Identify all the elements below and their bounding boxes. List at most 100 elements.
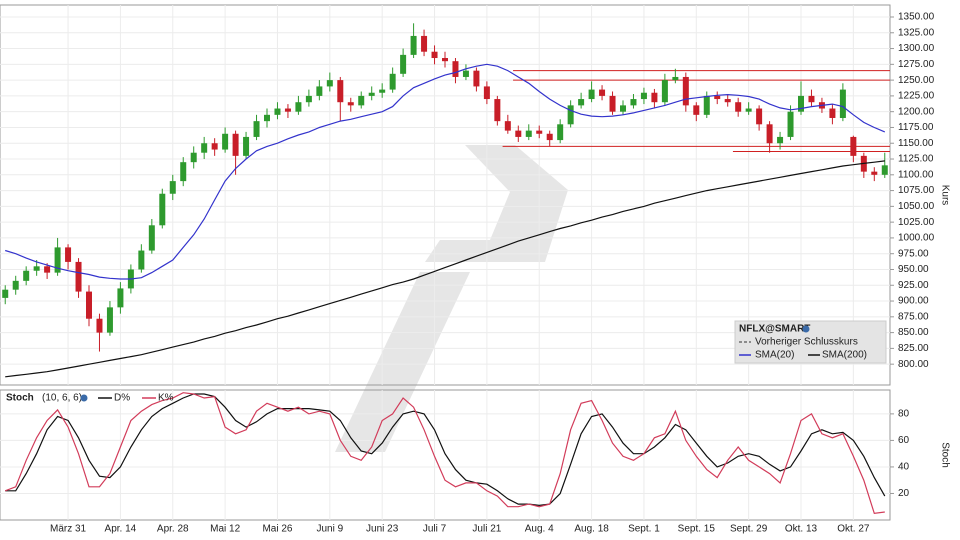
legend-label: D% — [114, 393, 130, 404]
line-series — [4, 392, 885, 515]
candle-body — [599, 89, 606, 96]
candle-body — [117, 288, 124, 308]
candle-body — [651, 92, 658, 103]
candle-body — [494, 99, 501, 122]
candle-body — [588, 89, 595, 100]
candle-body — [452, 61, 459, 77]
x-tick-label: Apr. 28 — [157, 524, 189, 535]
candle-body — [138, 250, 145, 270]
x-tick-label: Sept. 15 — [678, 524, 716, 535]
y-axis-label: Kurs — [939, 185, 950, 206]
candle-body — [222, 133, 229, 150]
candle-body — [578, 99, 585, 106]
candle-body — [180, 162, 187, 182]
y-tick-label: 800.00 — [898, 359, 929, 370]
candle-body — [536, 130, 543, 134]
candle-body — [190, 152, 197, 163]
candle-body — [724, 99, 731, 103]
line-series — [5, 63, 886, 280]
candle-body — [379, 89, 386, 93]
y-tick-label: 1300.00 — [898, 43, 935, 54]
candle-body — [473, 70, 480, 87]
candle-body — [421, 35, 428, 52]
candle-body — [431, 51, 438, 59]
line-series — [5, 160, 885, 378]
candle-body — [274, 108, 281, 115]
candle-body — [483, 86, 490, 100]
candle-body — [515, 130, 522, 137]
icon — [802, 325, 810, 333]
candle-body — [211, 143, 218, 150]
candle-body — [400, 54, 407, 74]
y-tick-label: 1250.00 — [898, 75, 935, 86]
y-tick-label: 1025.00 — [898, 217, 935, 228]
x-tick-label: März 31 — [50, 524, 87, 535]
legend-box — [734, 320, 887, 364]
y-tick-label: 80 — [898, 409, 910, 420]
marks — [2, 23, 890, 515]
candle-body — [714, 95, 721, 100]
candle-body — [808, 95, 815, 103]
candle-body — [661, 80, 668, 103]
candle-body — [881, 165, 888, 175]
candle-body — [766, 124, 773, 144]
y-tick-label: 1225.00 — [898, 91, 935, 102]
candle-body — [316, 86, 323, 96]
candle-body — [442, 58, 448, 62]
y-axis-label: Stoch — [939, 442, 950, 468]
line-series — [5, 393, 886, 507]
candle-body — [12, 280, 19, 290]
candle-body — [389, 73, 396, 90]
stoch-title: Stoch — [6, 393, 34, 404]
y-tick-label: 975.00 — [898, 248, 929, 259]
y-tick-label: 1100.00 — [898, 169, 934, 180]
candle-body — [609, 95, 616, 112]
candle-body — [284, 108, 291, 112]
y-tick-label: 1150.00 — [898, 138, 934, 149]
candle-body — [557, 124, 564, 141]
candle-body — [567, 105, 574, 125]
y-tick-label: 850.00 — [898, 327, 929, 338]
stoch-legend: Stoch (10, 6, 6) D% K% — [6, 393, 174, 404]
legend-label: K% — [158, 393, 174, 404]
candle-body — [159, 193, 166, 226]
y-tick-label: 825.00 — [898, 343, 929, 354]
candle-body — [337, 80, 344, 103]
candle-body — [253, 121, 260, 137]
y-tick-label: 60 — [898, 435, 910, 446]
candle-body — [410, 35, 417, 55]
x-tick-label: Okt. 13 — [785, 524, 818, 535]
y-tick-label: 950.00 — [898, 264, 929, 275]
legend-title: NFLX@SMART — [739, 324, 810, 335]
y-tick-label: 875.00 — [898, 311, 929, 322]
candle-body — [839, 89, 846, 118]
stoch-params: (10, 6, 6) — [42, 393, 82, 404]
candle-body — [462, 70, 469, 77]
candle-body — [368, 92, 375, 96]
y-tick-label: 1125.00 — [898, 154, 934, 165]
legend-label: SMA(200) — [822, 350, 867, 361]
candle-body — [525, 130, 532, 137]
candle-body — [640, 92, 647, 100]
candle-body — [148, 225, 155, 251]
grid — [0, 5, 894, 520]
candle-body — [672, 76, 679, 81]
candle-body — [798, 95, 804, 112]
x-tick-label: Okt. 27 — [837, 524, 870, 535]
watermark-head — [425, 145, 568, 262]
x-tick-label: Juni 9 — [316, 524, 343, 535]
x-tick-label: Juli 21 — [472, 524, 501, 535]
y-tick-label: 1050.00 — [898, 201, 935, 212]
y-tick-label: 1275.00 — [898, 59, 935, 70]
candle-body — [850, 136, 857, 156]
candle-body — [23, 270, 30, 281]
y-tick-label: 1075.00 — [898, 185, 935, 196]
candle-body — [693, 105, 700, 115]
candle-body — [295, 102, 302, 112]
candle-body — [106, 307, 113, 333]
candle-body — [777, 136, 784, 144]
legend-label: Vorheriger Schlusskurs — [755, 337, 858, 348]
candle-body — [347, 102, 354, 106]
